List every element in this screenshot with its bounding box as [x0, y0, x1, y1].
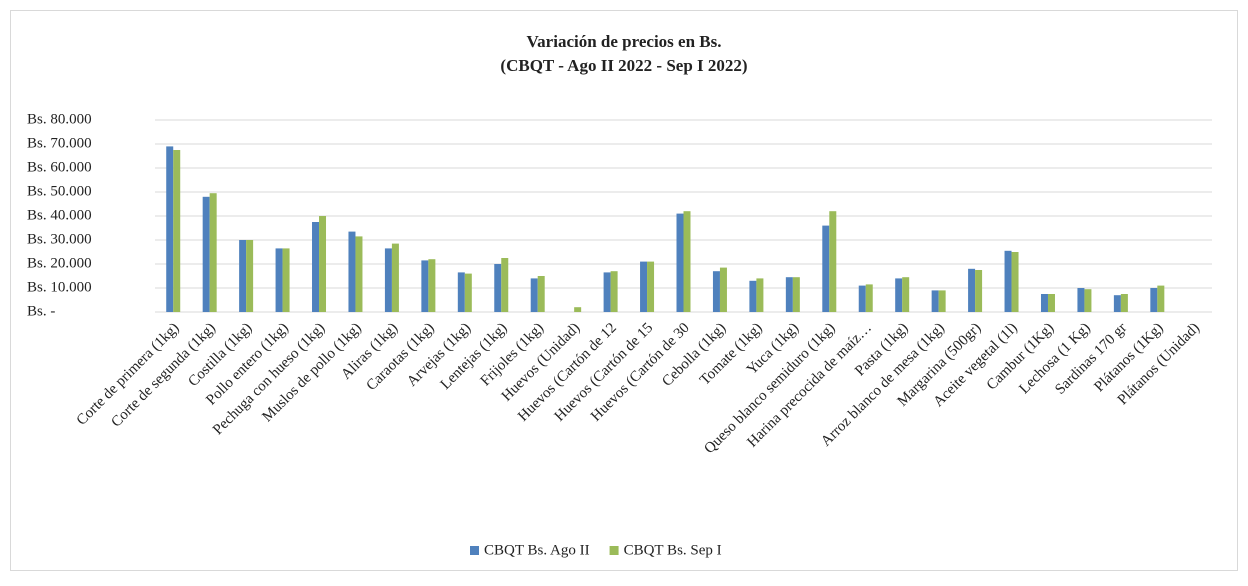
bar [858, 285, 866, 312]
bar [603, 272, 611, 312]
bar [1004, 250, 1012, 312]
bar [712, 271, 720, 312]
bar [749, 280, 757, 312]
bar [1040, 294, 1048, 312]
bar [530, 278, 538, 312]
bar [785, 277, 793, 312]
bar [822, 225, 830, 312]
bar [275, 248, 283, 312]
y-tick-label: Bs. 20.000 [27, 255, 92, 271]
bar [902, 277, 910, 312]
bar [501, 258, 509, 312]
bar [428, 259, 436, 312]
bar [931, 290, 939, 312]
y-tick-label: Bs. 30.000 [27, 231, 92, 247]
y-tick-label: Bs. 10.000 [27, 279, 92, 295]
chart-title: Variación de precios en Bs. [526, 32, 721, 51]
bar [1157, 285, 1165, 312]
bar [173, 150, 181, 312]
y-tick-label: Bs. 50.000 [27, 183, 92, 199]
bar [640, 261, 648, 312]
y-tick-label: Bs. 60.000 [27, 159, 92, 175]
bar [537, 276, 545, 312]
legend-label: CBQT Bs. Ago II [484, 542, 590, 558]
bar [938, 290, 946, 312]
bar [457, 272, 465, 312]
bar [1077, 288, 1085, 312]
bar [319, 216, 327, 312]
y-tick-label: Bs. 80.000 [27, 111, 92, 127]
bar [391, 243, 399, 312]
legend-swatch [470, 546, 479, 555]
bar [355, 236, 363, 312]
bar [647, 261, 655, 312]
bar [282, 248, 290, 312]
bar [1113, 295, 1121, 312]
bar [421, 260, 429, 312]
bar [239, 240, 247, 312]
bar [202, 196, 210, 312]
bar [610, 271, 618, 312]
legend-label: CBQT Bs. Sep I [624, 542, 722, 558]
bar [1084, 289, 1092, 312]
bar [1047, 294, 1055, 312]
legend-swatch [609, 546, 619, 555]
bar [494, 264, 502, 312]
bar [246, 240, 254, 312]
bar [756, 278, 764, 312]
bar [464, 273, 472, 312]
bar [1011, 252, 1019, 312]
bar [683, 211, 691, 312]
chart-title: (CBQT - Ago II 2022 - Sep I 2022) [500, 56, 747, 75]
y-tick-label: Bs. 40.000 [27, 207, 92, 223]
bar [895, 278, 903, 312]
bar [719, 267, 727, 312]
bar [1120, 294, 1128, 312]
y-tick-label: Bs. 70.000 [27, 135, 92, 151]
bar [384, 248, 392, 312]
bar [1150, 288, 1158, 312]
bar [348, 231, 356, 312]
bar [865, 284, 873, 312]
bar [975, 270, 983, 312]
chart-border [10, 10, 1238, 571]
bar [676, 213, 684, 312]
y-tick-label: Bs. - [27, 303, 55, 319]
bar [574, 307, 582, 312]
bar [209, 193, 217, 312]
bar [968, 268, 976, 312]
bar [792, 277, 800, 312]
bar [166, 146, 174, 312]
bar [829, 211, 837, 312]
bar [312, 222, 320, 312]
